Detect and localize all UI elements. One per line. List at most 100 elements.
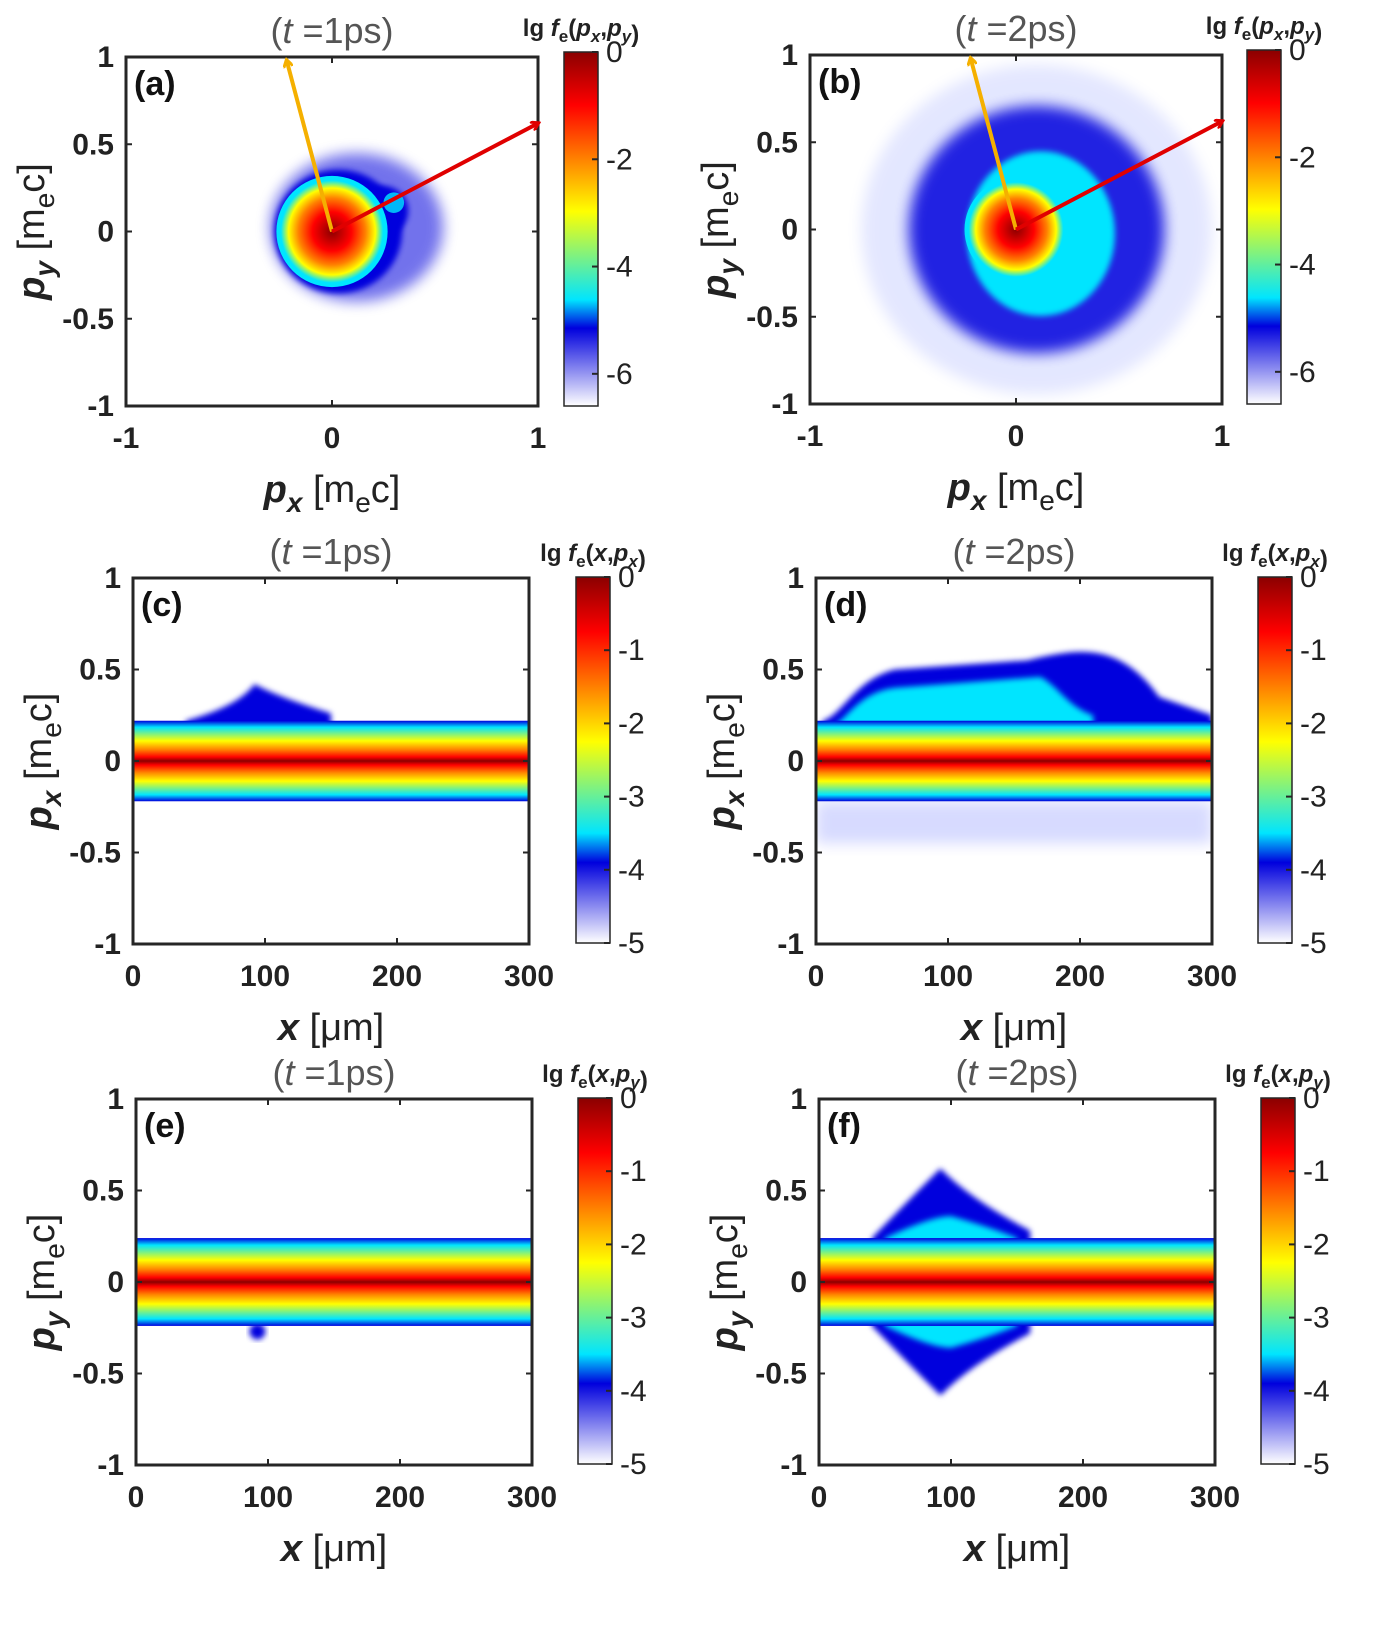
- x-axis-label: px [mec]: [263, 469, 401, 518]
- arrow-red: [1015, 121, 1222, 232]
- colorbar-gradient: [575, 576, 611, 944]
- x-tick-label: 100: [926, 1481, 976, 1514]
- x-tick-label: 100: [240, 960, 290, 993]
- x-tick-label: 1: [530, 422, 547, 455]
- y-tick-label: 0.5: [756, 126, 798, 159]
- colorbar-tick-label: -4: [1289, 249, 1316, 282]
- colorbar: 0 -2 -4 -6 lg fe(px,py): [1206, 13, 1322, 405]
- x-tick-label: 0: [324, 422, 341, 455]
- x-tick-label: 0: [811, 1481, 828, 1514]
- x-axis-label: x [μm]: [276, 1007, 384, 1049]
- y-tick-label: -1: [777, 928, 804, 961]
- colorbar-tick-label: -5: [620, 1448, 647, 1481]
- x-tick-label: 200: [375, 1481, 425, 1514]
- x-tick-label: 0: [128, 1481, 145, 1514]
- y-axis-label: py [mec]: [695, 161, 744, 299]
- y-tick-label: -1: [780, 1449, 807, 1482]
- colorbar-tick-label: -4: [1300, 854, 1327, 887]
- colorbar-tick-label: -6: [606, 358, 633, 391]
- colorbar-label: lg fe(px,py): [523, 15, 639, 48]
- colorbar-gradient: [1257, 576, 1293, 944]
- colorbar-tick-label: -2: [1289, 141, 1316, 174]
- x-tick-label: 100: [923, 960, 973, 993]
- panel-label: (b): [818, 63, 861, 101]
- x-axis-label: x [μm]: [279, 1528, 387, 1570]
- colorbar-tick-label: -1: [1303, 1155, 1330, 1188]
- x-axis-label: x [μm]: [962, 1528, 1070, 1570]
- colorbar-tick-label: -1: [1300, 634, 1327, 667]
- y-axis-label: px [mec]: [18, 693, 67, 831]
- y-axis-label: px [mec]: [701, 693, 750, 831]
- y-tick-label: 0: [107, 1266, 124, 1299]
- colorbar-gradient: [1246, 49, 1282, 405]
- panel-title: (t =1ps): [270, 10, 393, 51]
- colorbar-gradient: [1260, 1097, 1296, 1465]
- band: [819, 1238, 1215, 1326]
- colorbar-tick-label: 0: [606, 36, 623, 69]
- colorbar-label: lg fe(x,px): [1222, 540, 1328, 573]
- y-tick-label: 0.5: [82, 1175, 124, 1208]
- x-tick-label: 0: [808, 960, 825, 993]
- colorbar-tick-label: -2: [618, 707, 645, 740]
- colorbar-tick-label: -5: [1300, 927, 1327, 960]
- x-axis-label: x [μm]: [959, 1007, 1067, 1049]
- colorbar-tick-label: -3: [618, 781, 645, 814]
- colorbar-tick-label: 0: [1303, 1082, 1320, 1115]
- heatmap-image: [819, 1168, 1215, 1396]
- panel-f: 0 100 200 300 1 0.5 0 -0.5 -1 (f) (t =2ps) x [μm] py…: [704, 1052, 1331, 1570]
- panel-a: -1 0 1 1 0.5 0 -0.5 -1 (a) (t =1ps) px [mec] py [me…: [11, 10, 639, 518]
- heatmap-image: [136, 1238, 532, 1340]
- panel-title: (t =2ps): [955, 1052, 1078, 1093]
- negative-halo: [816, 801, 1212, 844]
- x-tick-label: 300: [1190, 1481, 1240, 1514]
- x-tick-label: 200: [1055, 960, 1105, 993]
- colorbar: 0 -2 -4 -6 lg fe(px,py): [523, 15, 639, 407]
- colorbar-tick-label: -4: [606, 251, 633, 284]
- colorbar-tick-label: -4: [618, 854, 645, 887]
- heatmap-image: [861, 64, 1212, 395]
- y-tick-label: -1: [97, 1449, 124, 1482]
- y-tick-label: 0.5: [762, 654, 804, 687]
- y-tick-label: -0.5: [752, 837, 804, 870]
- band: [133, 720, 529, 802]
- y-tick-label: -0.5: [746, 301, 798, 334]
- x-tick-label: 1: [1214, 420, 1231, 453]
- colorbar-gradient: [563, 51, 599, 407]
- y-tick-label: 1: [97, 41, 114, 74]
- colorbar-tick-label: -4: [620, 1375, 647, 1408]
- arrow-red: [331, 123, 538, 234]
- y-tick-label: -0.5: [69, 837, 121, 870]
- y-tick-label: 0: [104, 745, 121, 778]
- panel-e: 0 100 200 300 1 0.5 0 -0.5 -1 (e) (t =1ps) x [μm] py…: [21, 1052, 648, 1570]
- panel-title: (t =1ps): [272, 1052, 395, 1093]
- y-tick-label: 0.5: [72, 128, 114, 161]
- colorbar-tick-label: 0: [1300, 561, 1317, 594]
- x-tick-label: -1: [113, 422, 140, 455]
- heatmap-image: [133, 684, 529, 802]
- colorbar-tick-label: -3: [1303, 1302, 1330, 1335]
- panel-title: (t =2ps): [954, 8, 1077, 49]
- x-axis-label: px [mec]: [947, 467, 1085, 516]
- colorbar-tick-label: -5: [618, 927, 645, 960]
- colorbar-tick-label: -2: [1300, 707, 1327, 740]
- panel-b: -1 0 1 1 0.5 0 -0.5 -1 (b) (t =2ps) px [mec] py [me…: [695, 8, 1322, 516]
- y-tick-label: 1: [790, 1083, 807, 1116]
- y-tick-label: -0.5: [755, 1358, 807, 1391]
- colorbar: 0 -1 -2 -3 -4 -5 lg fe(x,py): [1225, 1061, 1331, 1481]
- y-tick-label: 1: [104, 562, 121, 595]
- y-axis-label: py [mec]: [21, 1214, 70, 1352]
- y-tick-label: 1: [787, 562, 804, 595]
- colorbar-tick-label: -3: [1300, 781, 1327, 814]
- panel-label: (a): [134, 65, 176, 103]
- colorbar: 0 -1 -2 -3 -4 -5 lg fe(x,px): [1222, 540, 1328, 960]
- colorbar-tick-label: -5: [1303, 1448, 1330, 1481]
- x-tick-label: 200: [1058, 1481, 1108, 1514]
- arrow-orange: [971, 58, 1018, 231]
- panel-title: (t =1ps): [269, 531, 392, 572]
- dip: [249, 1323, 266, 1340]
- y-tick-label: -0.5: [72, 1358, 124, 1391]
- y-tick-label: 0: [787, 745, 804, 778]
- panel-label: (d): [824, 586, 867, 624]
- colorbar-tick-label: -1: [618, 634, 645, 667]
- x-tick-label: 300: [507, 1481, 557, 1514]
